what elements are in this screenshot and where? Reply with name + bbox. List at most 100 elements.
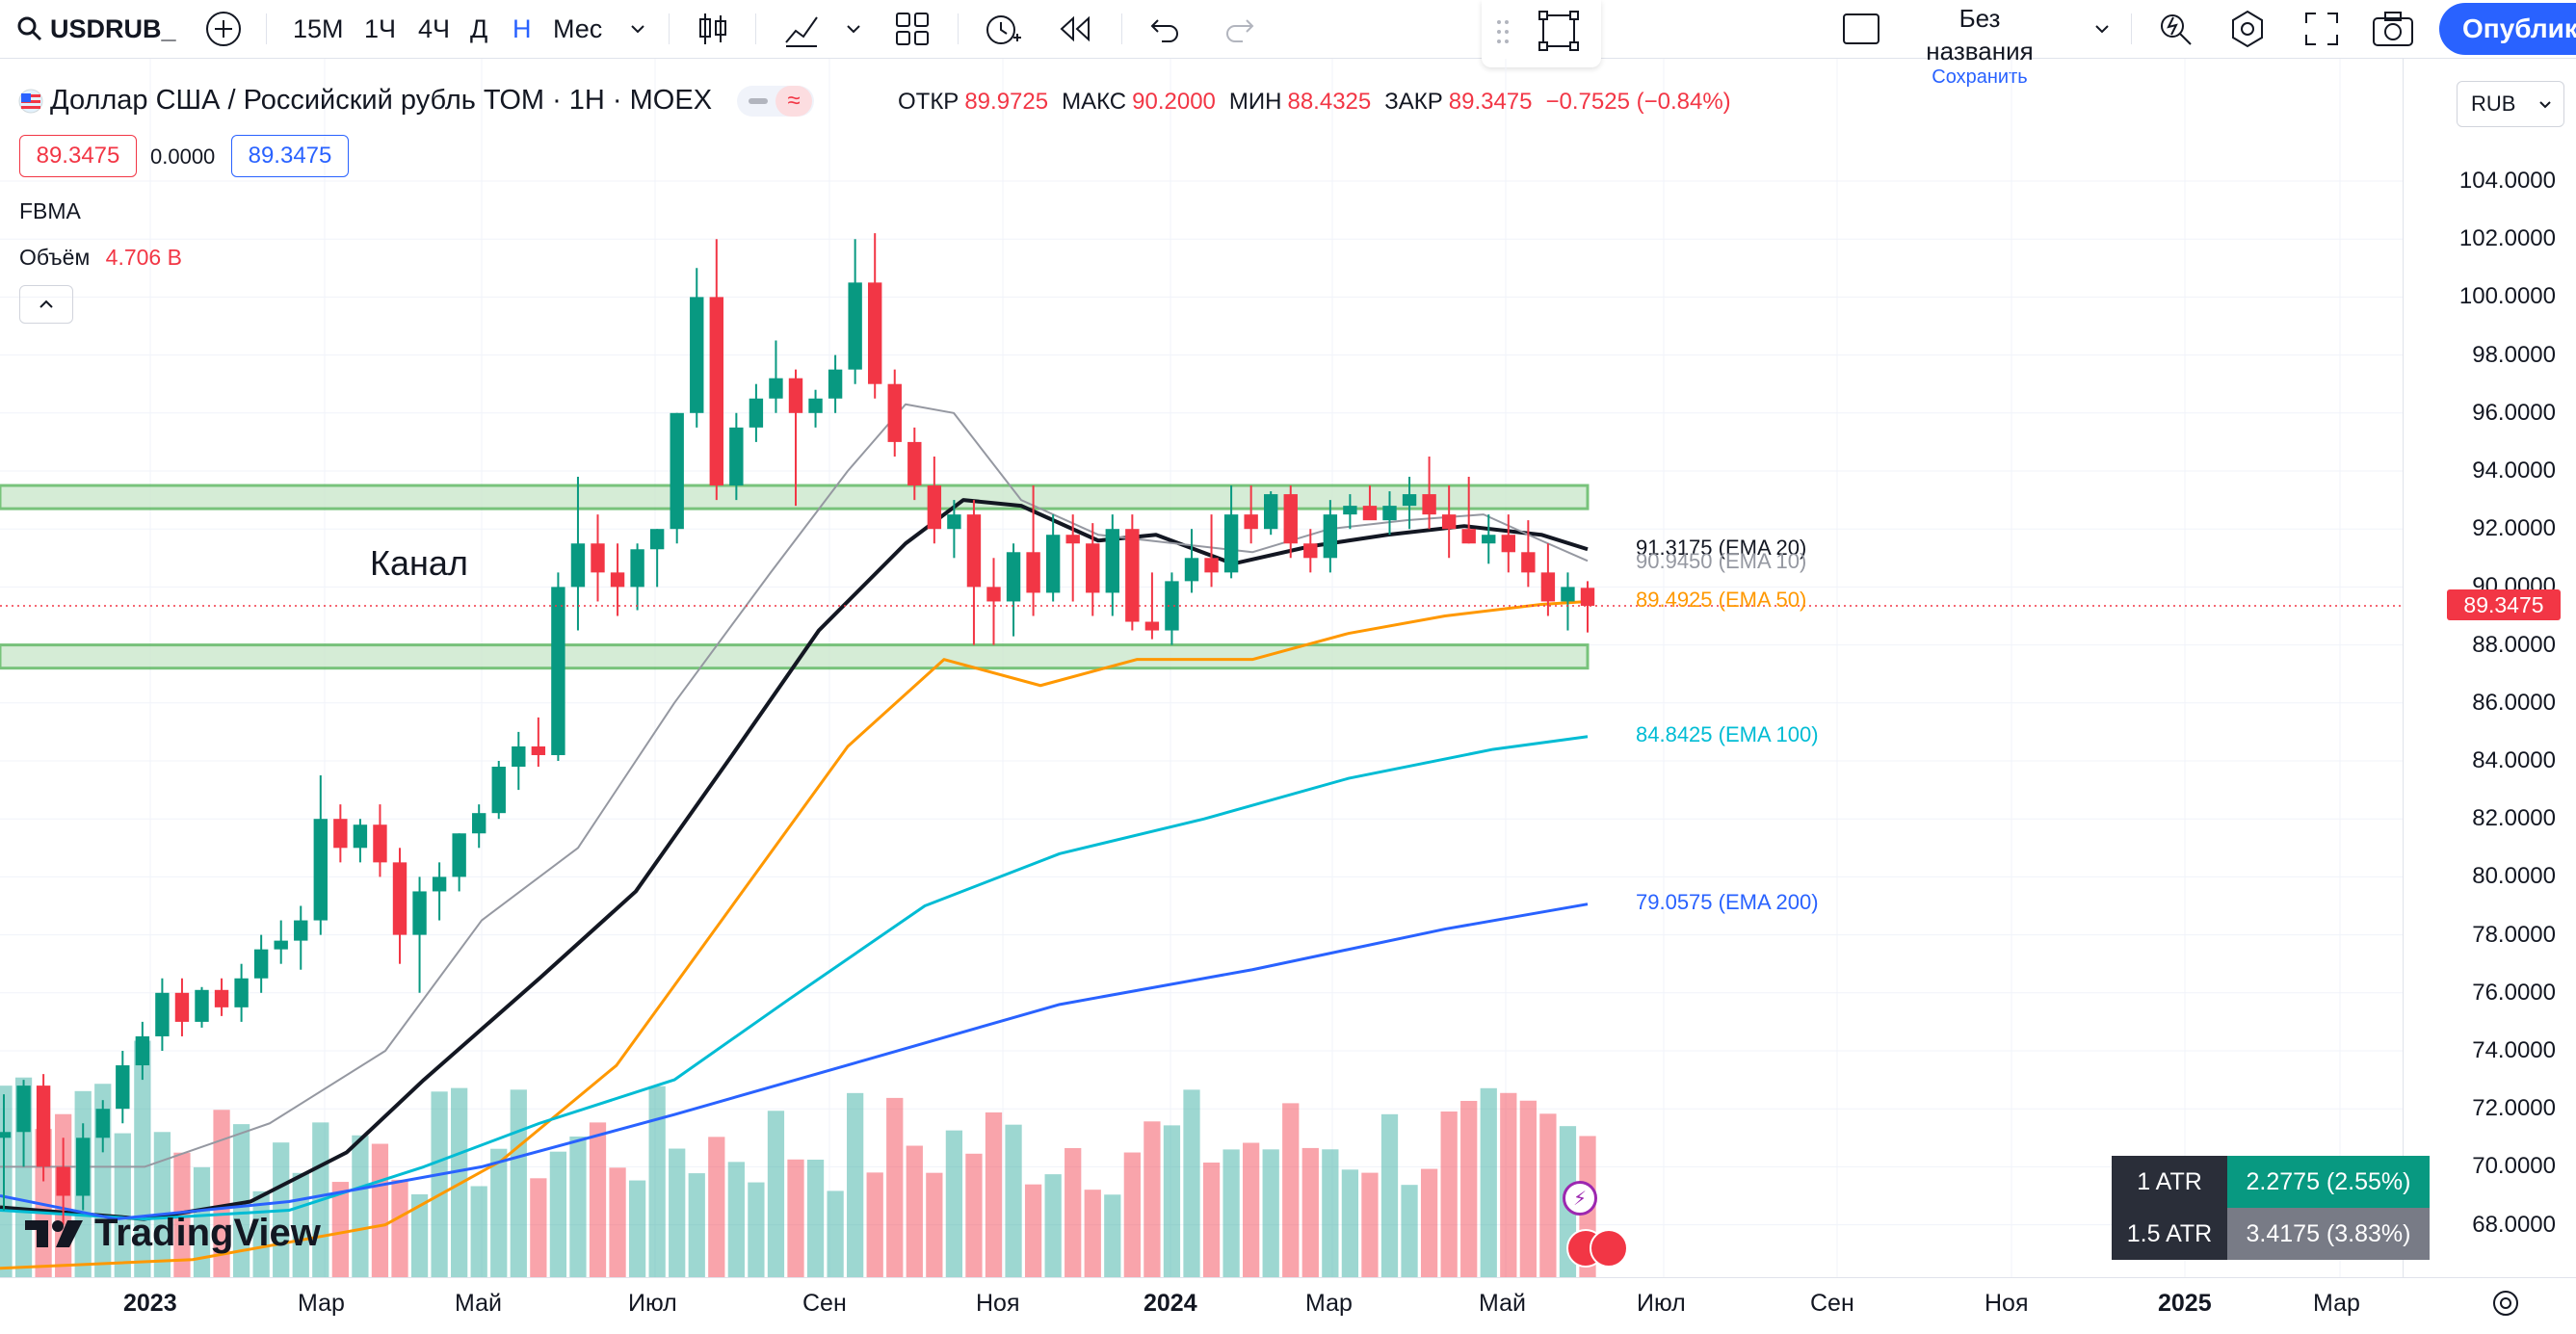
price-chart[interactable]: [0, 59, 2576, 1333]
price-axis[interactable]: 104.0000 102.0000 100.0000 98.0000 96.0000 94…: [2403, 59, 2576, 1277]
snapshot-button[interactable]: [2372, 0, 2414, 58]
flag-event-icon[interactable]: [1590, 1229, 1628, 1268]
candle-body: [392, 862, 407, 935]
drag-handle-icon[interactable]: [1495, 17, 1511, 46]
chart-type-button[interactable]: [696, 0, 730, 58]
candle-body: [1441, 514, 1457, 530]
symbol-search-button[interactable]: USDRUB_: [15, 0, 176, 58]
save-label: Сохранить: [1932, 66, 2028, 88]
volume-bar: [669, 1148, 686, 1277]
indicator-volume[interactable]: Объём 4.706 B: [19, 245, 182, 271]
interval-week[interactable]: Н: [513, 0, 532, 58]
tradingview-watermark[interactable]: TradingView: [23, 1212, 321, 1255]
ema10-line: [0, 403, 1589, 1168]
time-tick-label: 2025: [2158, 1290, 2212, 1317]
volume-bar: [431, 1091, 448, 1277]
volume-bar: [1084, 1190, 1101, 1277]
interval-4h[interactable]: 4Ч: [418, 0, 450, 58]
lightning-event-icon[interactable]: ⚡: [1563, 1181, 1597, 1216]
buy-price-button[interactable]: 89.3475: [231, 135, 349, 177]
volume-bar: [1183, 1089, 1200, 1277]
candle-body: [294, 920, 308, 941]
volume-bar: [391, 1179, 408, 1277]
grid-icon: [896, 13, 929, 45]
close-value: 89.3475: [1448, 89, 1533, 115]
interval-dropdown[interactable]: [628, 0, 647, 58]
compare-symbol-button[interactable]: [204, 0, 243, 58]
candle-body: [1501, 535, 1515, 553]
fullscreen-button[interactable]: [2304, 0, 2339, 58]
indicators-button[interactable]: [782, 0, 821, 58]
candle-body: [927, 485, 942, 530]
volume-bar: [767, 1111, 785, 1277]
layout-dropdown[interactable]: [2092, 0, 2112, 58]
candle-body: [1026, 552, 1040, 593]
candle-body: [472, 813, 486, 834]
volume-bar: [1500, 1092, 1517, 1277]
axis-settings-button[interactable]: [2489, 1287, 2522, 1324]
templates-button[interactable]: [894, 0, 931, 58]
settings-button[interactable]: [2227, 0, 2268, 58]
candle-body: [887, 383, 902, 442]
spread-value: 0.0000: [150, 144, 216, 169]
layout-icon: [1843, 13, 1879, 44]
volume-bar: [688, 1173, 705, 1277]
candle-body: [1006, 552, 1021, 602]
volume-bar: [193, 1166, 211, 1277]
rectangle-tool-icon[interactable]: [1536, 8, 1582, 54]
floating-drawing-toolbar: [1482, 0, 1601, 67]
candles-icon: [699, 13, 726, 44]
candle-body: [56, 1166, 70, 1196]
chevron-down-icon: [2539, 101, 2552, 109]
replay-button[interactable]: [1058, 0, 1092, 58]
volume-bar: [232, 1124, 250, 1277]
gear-icon: [2493, 1291, 2518, 1316]
channel-annotation[interactable]: Канал: [370, 543, 468, 583]
redo-button[interactable]: [1223, 0, 1256, 58]
interval-1h[interactable]: 1Ч: [364, 0, 396, 58]
high-value: 90.2000: [1132, 89, 1216, 115]
candle-body: [907, 441, 922, 486]
interval-label: 15М: [293, 13, 344, 43]
indicators-dropdown[interactable]: [844, 0, 863, 58]
collapse-legend-button[interactable]: [19, 285, 73, 324]
indicator-fbma[interactable]: FBMA: [19, 198, 81, 223]
candle-body: [16, 1086, 31, 1133]
time-axis[interactable]: 2023 Мар Май Июл Сен Ноя 2024 Мар Май Июл Сен Ноя 20…: [0, 1277, 2576, 1334]
volume-bar: [1480, 1087, 1497, 1277]
volume-bar: [530, 1178, 547, 1277]
alert-button[interactable]: [983, 0, 1023, 58]
undo-button[interactable]: [1148, 0, 1181, 58]
volume-bar: [866, 1172, 883, 1277]
time-tick-label: Сен: [802, 1290, 847, 1317]
publish-button[interactable]: Опублико: [2439, 3, 2576, 55]
visibility-toggle[interactable]: ≈: [737, 85, 815, 117]
candle-body: [551, 587, 565, 755]
time-tick-label: Июл: [1637, 1290, 1686, 1317]
interval-month[interactable]: Мес: [553, 0, 602, 58]
volume-bar: [1440, 1112, 1458, 1277]
volume-bar: [1222, 1149, 1240, 1277]
volume-bar: [1005, 1124, 1022, 1277]
sell-price-button[interactable]: 89.3475: [19, 135, 137, 177]
candle-body: [512, 745, 526, 768]
candle-body: [1343, 506, 1357, 515]
interval-day[interactable]: Д: [470, 0, 487, 58]
interval-15m[interactable]: 15М: [293, 0, 344, 58]
candle-body: [116, 1065, 130, 1110]
price-tick-label: 84.0000: [2472, 747, 2556, 773]
price-tick-label: 102.0000: [2458, 225, 2556, 252]
volume-bar: [1104, 1194, 1121, 1277]
volume-bar: [806, 1159, 825, 1277]
atr-row: 1.5 ATR 3.4175 (3.83%): [2112, 1208, 2430, 1260]
ema20-label: 91.3175 (EMA 20): [1636, 536, 1807, 560]
layout-name-button[interactable]: Без названия Сохранить: [1907, 2, 2052, 87]
currency-select[interactable]: RUB: [2457, 81, 2564, 127]
volume-bar: [371, 1143, 389, 1277]
quick-search-button[interactable]: [2156, 0, 2195, 58]
layout-button[interactable]: [1842, 0, 1880, 58]
watermark-text: TradingView: [94, 1212, 321, 1254]
add-circle-icon: [206, 12, 241, 46]
volume-bar: [410, 1193, 429, 1277]
candle-body: [353, 824, 368, 849]
